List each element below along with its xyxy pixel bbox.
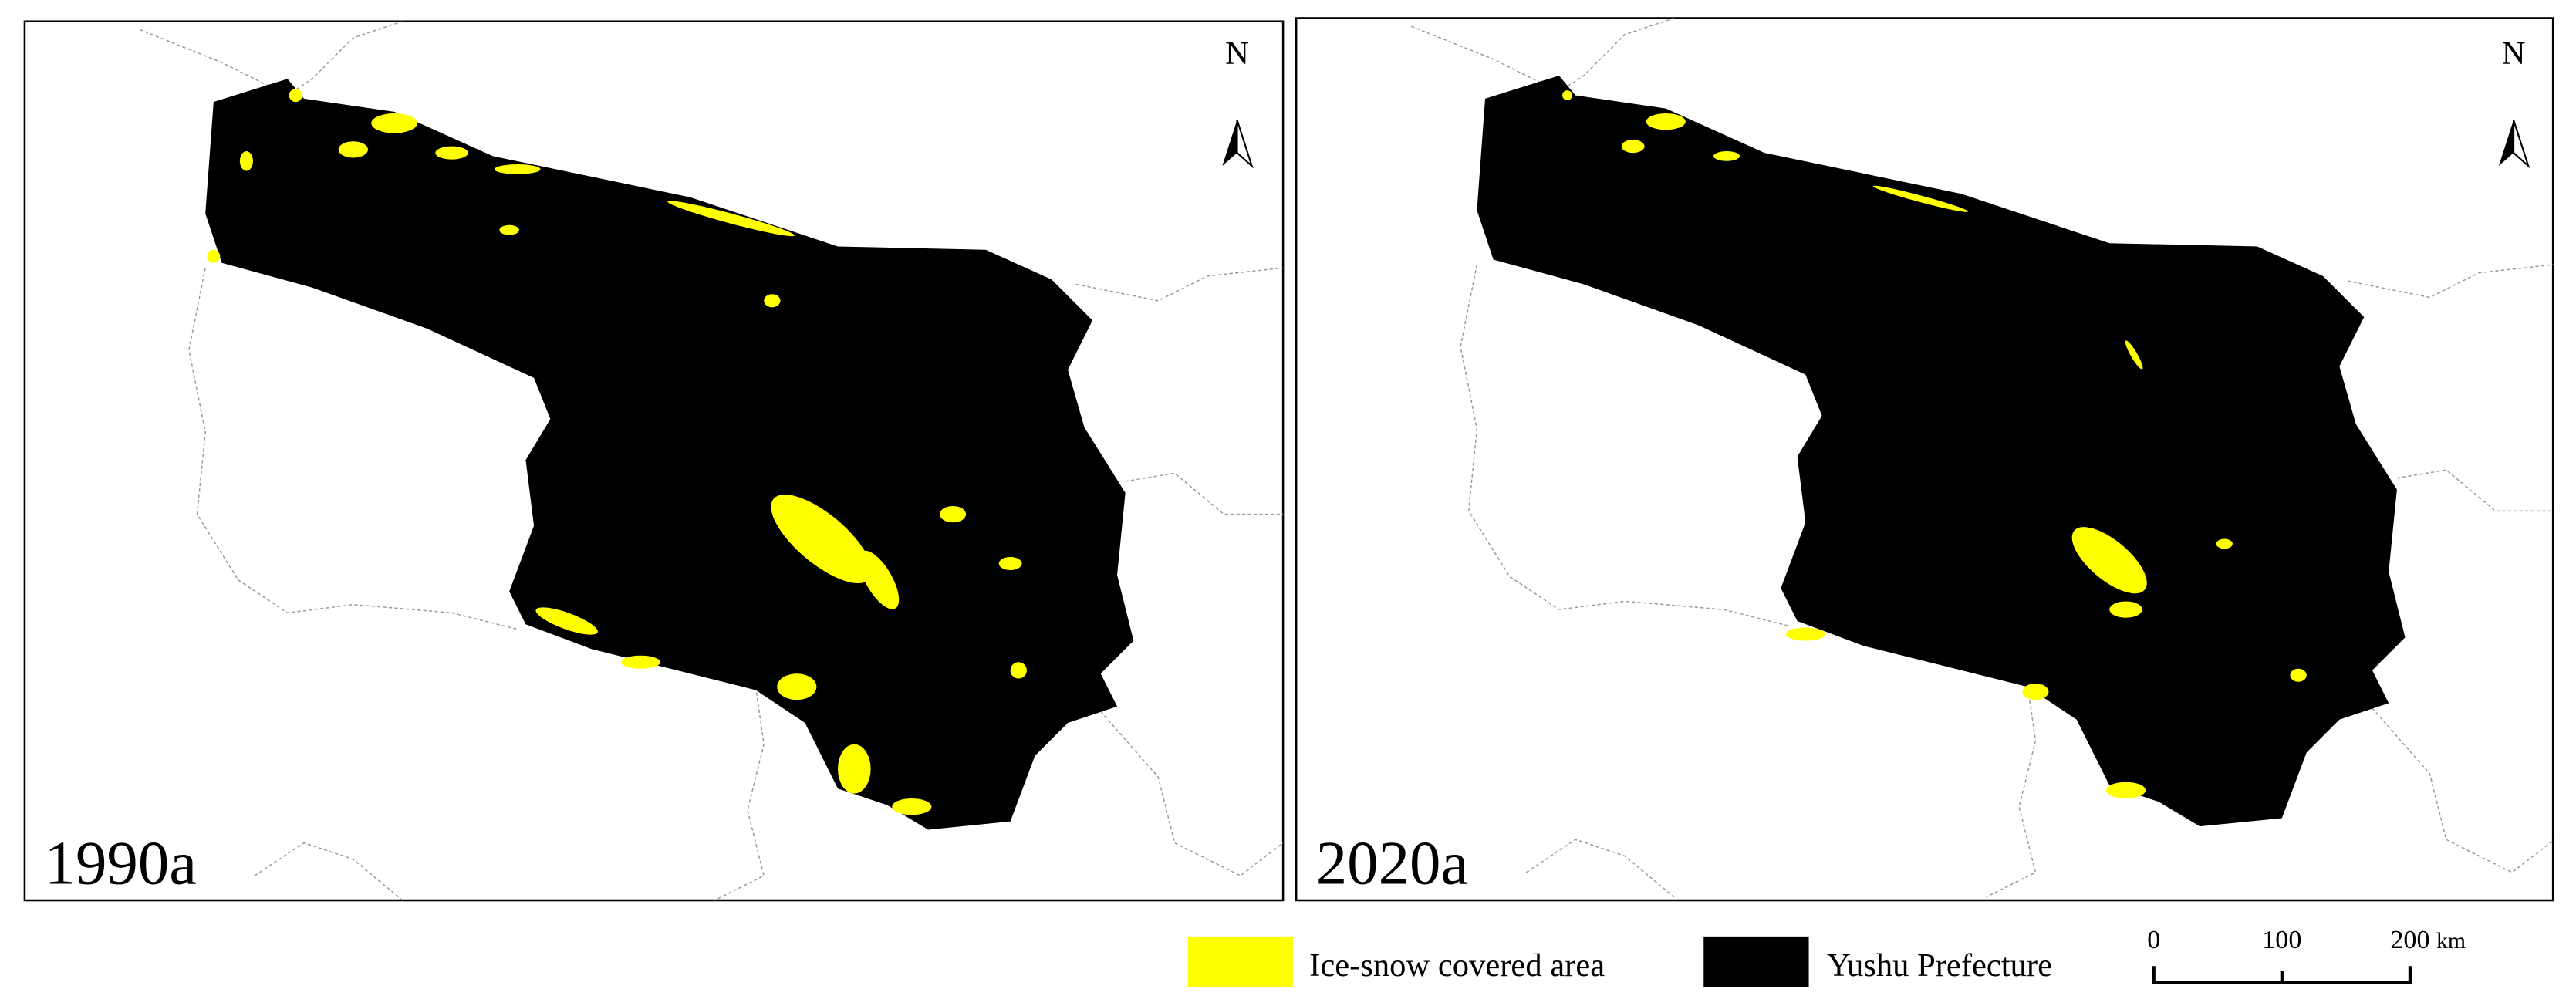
- map-panel: N 2020a: [1295, 17, 2555, 902]
- ice-snow-area: [207, 89, 1027, 815]
- legend-swatch: [1187, 936, 1293, 987]
- panel-label: 2020a: [1316, 829, 1469, 898]
- north-label: N: [1225, 35, 1249, 72]
- scale-bar: 0 100 200 km: [2147, 926, 2466, 984]
- legend: Ice-snow covered area Yushu Prefecture: [1187, 936, 2052, 987]
- scale-label: 0: [2147, 926, 2160, 954]
- north-label: N: [2502, 35, 2526, 72]
- map-panel: N 1990a: [23, 20, 1285, 902]
- legend-swatch: [1703, 936, 1809, 987]
- legend-label: Ice-snow covered area: [1309, 947, 1605, 984]
- ice-snow-area: [1562, 90, 2307, 798]
- scale-label: 100: [2262, 926, 2301, 954]
- scale-label: 200: [2390, 926, 2429, 954]
- panel-label: 1990a: [44, 829, 197, 898]
- legend-label: Yushu Prefecture: [1827, 947, 2052, 984]
- scale-unit: km: [2436, 928, 2466, 954]
